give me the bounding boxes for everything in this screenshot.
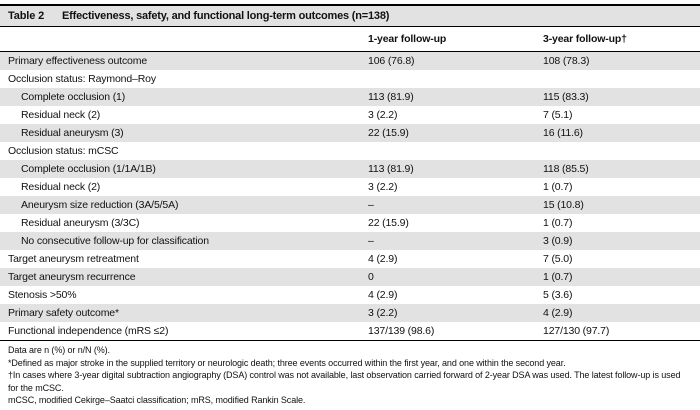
row-value-1yr: 106 (76.8): [368, 55, 415, 67]
table-number: Table 2: [8, 10, 45, 22]
table-row: Primary safety outcome* 3 (2.2) 4 (2.9): [0, 304, 700, 322]
row-value-1yr: 137/139 (98.6): [368, 325, 435, 337]
table-row: Residual aneurysm (3) 22 (15.9) 16 (11.6…: [0, 124, 700, 142]
row-value-3yr: 1 (0.7): [543, 217, 573, 229]
row-value-3yr: 127/130 (97.7): [543, 325, 610, 337]
row-label: Residual neck (2): [21, 109, 101, 121]
row-value-1yr: 113 (81.9): [368, 91, 414, 103]
table-row: Stenosis >50% 4 (2.9) 5 (3.6): [0, 286, 700, 304]
row-value-1yr: 4 (2.9): [368, 289, 398, 301]
table-title-band: Table 2 Effectiveness, safety, and functi…: [0, 6, 700, 27]
row-value-1yr: 22 (15.9): [368, 217, 409, 229]
table-row: Primary effectiveness outcome 106 (76.8)…: [0, 52, 700, 70]
table-row: Aneurysm size reduction (3A/5/5A) – 15 (…: [0, 196, 700, 214]
table-row: Occlusion status: Raymond–Roy: [0, 70, 700, 88]
header-1-year-followup: 1-year follow-up: [368, 33, 447, 45]
row-value-3yr: 1 (0.7): [543, 271, 573, 283]
row-label: Stenosis >50%: [8, 289, 77, 301]
top-rule: [0, 4, 700, 6]
row-value-1yr: 3 (2.2): [368, 181, 398, 193]
table-row: Functional independence (mRS ≤2) 137/139…: [0, 322, 700, 340]
row-label: No consecutive follow-up for classificat…: [21, 235, 209, 247]
footnote-abbreviations: mCSC, modified Cekirge–Saatci classifica…: [8, 395, 306, 405]
table-row: Occlusion status: mCSC: [0, 142, 700, 160]
row-label: Occlusion status: mCSC: [8, 145, 119, 157]
table-row: Residual neck (2) 3 (2.2) 7 (5.1): [0, 106, 700, 124]
row-value-3yr: 7 (5.0): [543, 253, 573, 265]
footnote-data-format: Data are n (%) or n/N (%).: [8, 345, 110, 355]
table-row: No consecutive follow-up for classificat…: [0, 232, 700, 250]
row-value-3yr: 7 (5.1): [543, 109, 573, 121]
row-label: Complete occlusion (1/1A/1B): [21, 163, 156, 175]
table-row: Target aneurysm retreatment 4 (2.9) 7 (5…: [0, 250, 700, 268]
row-value-3yr: 4 (2.9): [543, 307, 573, 319]
table-row: Residual neck (2) 3 (2.2) 1 (0.7): [0, 178, 700, 196]
row-value-1yr: 4 (2.9): [368, 253, 398, 265]
row-label: Residual aneurysm (3/3C): [21, 217, 140, 229]
footnote-dagger: †In cases where 3-year digital subtracti…: [8, 370, 681, 393]
row-value-3yr: 115 (83.3): [543, 91, 589, 103]
row-label: Residual neck (2): [21, 181, 101, 193]
row-value-3yr: 118 (85.5): [543, 163, 589, 175]
row-label: Primary safety outcome*: [8, 307, 119, 319]
row-label: Residual aneurysm (3): [21, 127, 124, 139]
row-value-3yr: 16 (11.6): [543, 127, 583, 139]
row-value-1yr: –: [368, 199, 374, 211]
row-label: Target aneurysm recurrence: [8, 271, 136, 283]
footnote-asterisk: *Defined as major stroke in the supplied…: [8, 357, 566, 368]
row-value-3yr: 3 (0.9): [543, 235, 573, 247]
row-value-1yr: 22 (15.9): [368, 127, 409, 139]
row-label: Functional independence (mRS ≤2): [8, 325, 169, 337]
row-value-1yr: 113 (81.9): [368, 163, 414, 175]
row-label: Aneurysm size reduction (3A/5/5A): [21, 199, 179, 211]
row-value-1yr: 0: [368, 271, 374, 283]
row-label: Target aneurysm retreatment: [8, 253, 139, 265]
table-row: Residual aneurysm (3/3C) 22 (15.9) 1 (0.…: [0, 214, 700, 232]
row-value-1yr: –: [368, 235, 374, 247]
row-label: Complete occlusion (1): [21, 91, 126, 103]
table-row: Complete occlusion (1) 113 (81.9) 115 (8…: [0, 88, 700, 106]
row-label: Occlusion status: Raymond–Roy: [8, 73, 156, 85]
table-body: Primary effectiveness outcome 106 (76.8)…: [0, 52, 700, 341]
row-value-1yr: 3 (2.2): [368, 109, 398, 121]
table-footnotes: Data are n (%) or n/N (%). *Defined as m…: [0, 341, 700, 407]
row-value-3yr: 15 (10.8): [543, 199, 584, 211]
row-value-3yr: 1 (0.7): [543, 181, 573, 193]
row-value-3yr: 5 (3.6): [543, 289, 573, 301]
table-row: Complete occlusion (1/1A/1B) 113 (81.9) …: [0, 160, 700, 178]
column-header-row: 1-year follow-up 3-year follow-up†: [0, 27, 700, 52]
row-value-3yr: 108 (78.3): [543, 55, 590, 67]
row-value-1yr: 3 (2.2): [368, 307, 398, 319]
table-title: Effectiveness, safety, and functional lo…: [62, 10, 390, 22]
table-row: Target aneurysm recurrence 0 1 (0.7): [0, 268, 700, 286]
header-3-year-followup: 3-year follow-up†: [543, 33, 627, 45]
row-label: Primary effectiveness outcome: [8, 55, 148, 67]
